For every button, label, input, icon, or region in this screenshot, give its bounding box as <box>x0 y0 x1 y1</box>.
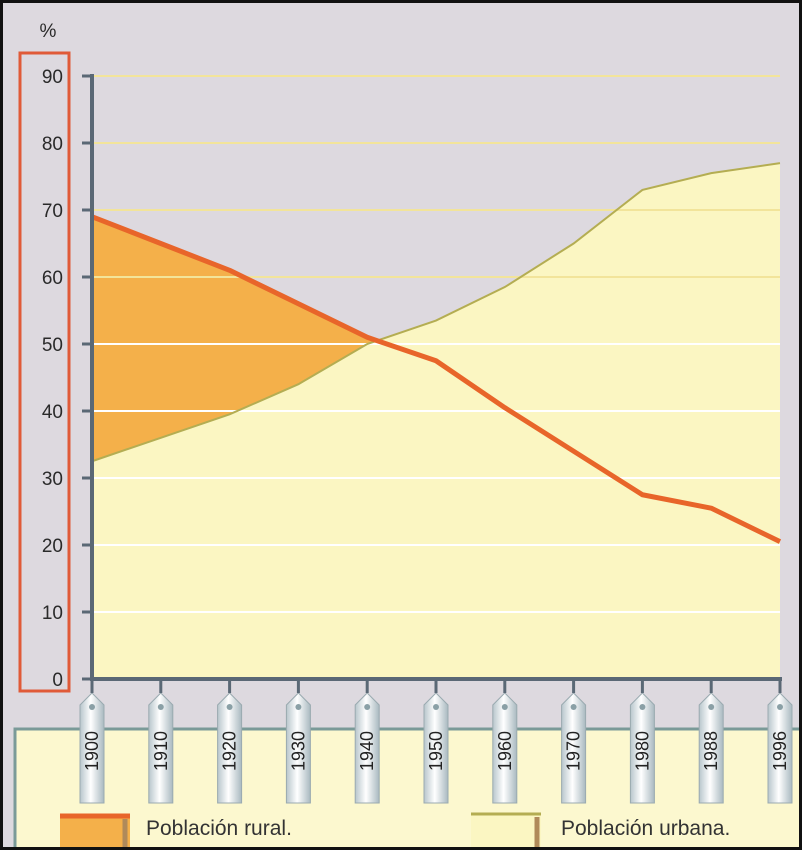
x-tick-dot <box>433 704 439 710</box>
line-layer <box>91 162 782 544</box>
x-tick-tab <box>285 692 311 804</box>
legend-label-urban: Población urbana. <box>561 817 730 840</box>
y-tick-label: 90 <box>42 67 63 88</box>
x-tick-tab <box>148 692 174 804</box>
legend-label-rural: Población rural. <box>146 817 292 840</box>
x-tick-dot <box>501 704 508 710</box>
x-tick-tab <box>354 692 380 804</box>
y-tick-label: 30 <box>42 469 63 490</box>
y-tick-label: 0 <box>52 670 63 691</box>
y-tick-label: 60 <box>42 268 63 289</box>
y-unit-label: % <box>40 21 57 42</box>
x-tick-tab <box>423 692 449 804</box>
x-tick-tab <box>767 692 793 804</box>
x-tick-label: 1988 <box>701 731 721 771</box>
x-tick-tab <box>79 692 105 804</box>
x-tick-dot <box>89 704 95 710</box>
x-tick-label: 1940 <box>357 731 377 771</box>
x-tick-dot <box>157 704 164 710</box>
x-tick-dot <box>570 704 577 710</box>
legend-panel-layer <box>13 727 799 847</box>
y-tick-labels: % 0 10 20 30 40 50 60 70 80 90 <box>40 21 63 691</box>
y-tick-label: 10 <box>42 603 63 624</box>
x-tick-label: 1996 <box>770 731 790 771</box>
x-tick-label: 1950 <box>426 731 446 771</box>
legend-panel <box>13 727 799 847</box>
y-tick-label: 40 <box>42 402 63 423</box>
x-tick-label: 1910 <box>151 731 171 771</box>
x-tick-label: 1920 <box>220 731 240 771</box>
legend-swatch-urban <box>471 814 541 847</box>
y-tick-label: 20 <box>42 536 63 557</box>
x-tick-label: 1960 <box>495 731 515 771</box>
rural-line <box>91 214 782 544</box>
urban-line <box>91 162 781 463</box>
y-label-border <box>18 51 71 693</box>
x-tick-label: 1980 <box>632 731 652 771</box>
x-tick-dot <box>364 704 371 710</box>
x-tick-tab <box>561 692 587 804</box>
y-tick-label: 70 <box>42 201 63 222</box>
urban-area <box>92 163 780 680</box>
axis-layer <box>18 51 782 693</box>
x-tick-dot <box>226 704 233 710</box>
x-tick-tab <box>217 692 243 804</box>
grid-layer <box>92 75 780 613</box>
x-tick-tab <box>629 692 655 804</box>
y-tick-label: 80 <box>42 134 63 155</box>
x-tick-dot <box>708 704 715 710</box>
y-tick-label: 50 <box>42 335 63 356</box>
x-tick-label: 1900 <box>82 731 102 771</box>
x-tick-label: 1930 <box>288 731 308 771</box>
legend-swatch-rural <box>60 816 130 847</box>
x-tick-tab <box>698 692 724 804</box>
x-tick-labels: 1900 1910 1920 1930 1940 1950 1960 1970 1980 1988… <box>79 679 793 804</box>
x-tick-label: 1970 <box>564 731 584 771</box>
x-tick-tab <box>492 692 518 804</box>
area-layer <box>92 163 780 680</box>
x-tick-dot <box>295 704 302 710</box>
x-tick-dot <box>777 704 783 710</box>
x-tick-dot <box>639 704 646 710</box>
legend: Población rural. Población urbana. <box>60 812 730 847</box>
chart-svg: % 0 10 20 30 40 50 60 70 80 90 1900 1910 1920 1930 194… <box>13 21 799 847</box>
